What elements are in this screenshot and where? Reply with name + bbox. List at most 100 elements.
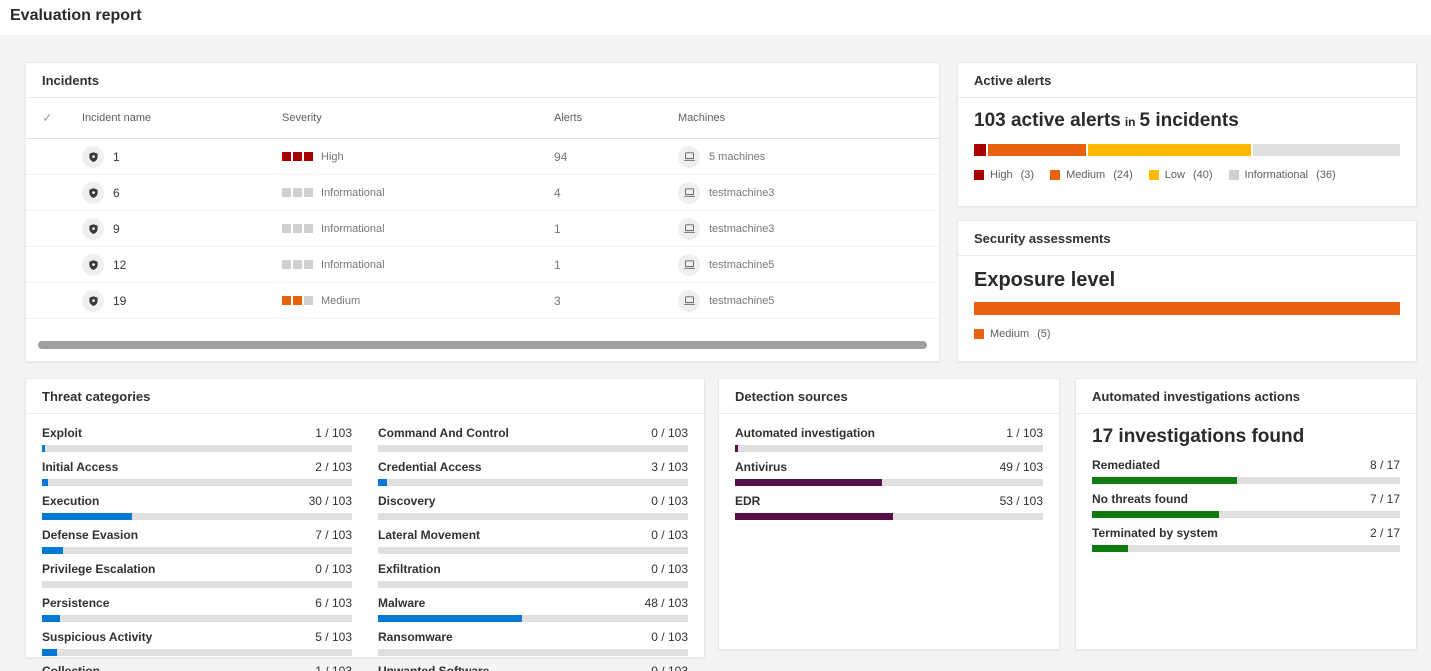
severity-cell: Medium — [282, 295, 554, 307]
stat-command-and-control: Command And Control 0 / 103 — [378, 426, 688, 452]
active-alerts-count: 103 active alerts — [974, 110, 1121, 131]
bar-segment-informational — [1253, 143, 1400, 156]
stat-value: 1 / 103 — [1006, 426, 1043, 440]
stat-label: Command And Control — [378, 426, 509, 440]
machine-link[interactable]: testmachine5 — [678, 253, 923, 276]
column-incident-name[interactable]: Incident name — [82, 112, 152, 124]
stat-value: 8 / 17 — [1369, 458, 1400, 472]
stat-bar — [42, 513, 352, 520]
machine-name: testmachine5 — [709, 294, 775, 307]
incident-name-link[interactable]: 9 — [82, 217, 282, 240]
stat-bar — [42, 445, 352, 452]
severity-label: High — [321, 150, 344, 163]
stat-bar-fill — [42, 513, 133, 520]
incident-name-link[interactable]: 19 — [82, 289, 282, 312]
incident-name-link[interactable]: 6 — [82, 181, 282, 204]
alerts-legend: High (3) Medium (24) Low (40) Informatio… — [974, 169, 1400, 181]
stat-bar — [735, 479, 1043, 486]
legend-item-high: High (3) — [974, 169, 1034, 181]
machine-name: 5 machines — [709, 150, 766, 163]
legend-item-low: Low (40) — [1148, 169, 1213, 181]
column-alerts[interactable]: Alerts — [554, 112, 583, 124]
stat-label: Exfiltration — [378, 562, 441, 576]
stat-label: Privilege Escalation — [42, 562, 156, 576]
incident-row[interactable]: 12 Informational 1 testmachine5 — [26, 247, 939, 283]
incident-row[interactable]: 19 Medium 3 testmachine5 — [26, 283, 939, 319]
stat-credential-access: Credential Access 3 / 103 — [378, 460, 688, 486]
stat-label: Remediated — [1092, 458, 1161, 472]
stat-bar-fill — [42, 547, 64, 554]
stat-malware: Malware 48 / 103 — [378, 596, 688, 622]
legend-item-medium: Medium (24) — [1050, 169, 1133, 181]
threat-categories-left-column: Exploit 1 / 103 Initial Access 2 / 103 Exe… — [42, 426, 352, 671]
bar-segment-medium — [974, 302, 1400, 315]
stat-value: 1 / 103 — [315, 426, 352, 440]
incident-name-link[interactable]: 1 — [82, 145, 282, 168]
stat-suspicious-activity: Suspicious Activity 5 / 103 — [42, 630, 352, 656]
stat-label: Automated investigation — [735, 426, 876, 440]
machine-link[interactable]: testmachine5 — [678, 289, 923, 312]
laptop-icon — [678, 253, 700, 276]
legend-label: Informational — [1244, 168, 1309, 181]
severity-blocks — [282, 224, 313, 233]
horizontal-scrollbar-thumb[interactable] — [38, 341, 927, 349]
legend-swatch-high — [974, 169, 984, 180]
stat-exfiltration: Exfiltration 0 / 103 — [378, 562, 688, 588]
top-bar: Evaluation report — [0, 0, 1431, 35]
column-machines[interactable]: Machines — [678, 112, 726, 124]
incident-name: 12 — [113, 257, 127, 272]
stat-terminated-by-system: Terminated by system 2 / 17 — [1092, 526, 1400, 552]
incident-row[interactable]: 9 Informational 1 testmachine3 — [26, 211, 939, 247]
machine-link[interactable]: testmachine3 — [678, 217, 923, 240]
incidents-count: 5 incidents — [1139, 110, 1239, 131]
stat-bar — [42, 615, 352, 622]
stat-value: 0 / 103 — [651, 494, 688, 508]
incidents-card-title: Incidents — [26, 63, 939, 98]
severity-label: Informational — [321, 186, 385, 199]
stat-value: 3 / 103 — [651, 460, 688, 474]
threat-categories-right-column: Command And Control 0 / 103 Credential Ac… — [378, 426, 688, 671]
legend-label: High — [990, 168, 1013, 181]
stat-bar — [378, 445, 688, 452]
stat-automated-investigation: Automated investigation 1 / 103 — [735, 426, 1043, 452]
stat-bar — [42, 479, 352, 486]
stat-bar — [1092, 511, 1400, 518]
stat-bar-fill — [42, 479, 49, 486]
incident-row[interactable]: 6 Informational 4 testmachine3 — [26, 175, 939, 211]
stat-defense-evasion: Defense Evasion 7 / 103 — [42, 528, 352, 554]
stat-label: Credential Access — [378, 460, 482, 474]
incident-name-link[interactable]: 12 — [82, 253, 282, 276]
machine-link[interactable]: 5 machines — [678, 145, 923, 168]
incident-name: 1 — [113, 149, 120, 164]
select-all-check-icon[interactable]: ✓ — [42, 110, 53, 125]
shield-icon — [82, 289, 104, 312]
stat-bar-fill — [1092, 545, 1129, 552]
stat-lateral-movement: Lateral Movement 0 / 103 — [378, 528, 688, 554]
stat-bar-fill — [42, 649, 58, 656]
active-alerts-headline: 103 active alerts in 5 incidents — [974, 110, 1400, 133]
stat-value: 0 / 103 — [315, 562, 352, 576]
legend-swatch-medium — [1050, 169, 1061, 180]
stat-bar-fill — [735, 513, 894, 520]
headline-connector: in — [1124, 115, 1136, 129]
stat-bar — [735, 513, 1043, 520]
exposure-level-headline: Exposure level — [974, 269, 1116, 291]
legend-label: Medium — [1066, 168, 1106, 181]
incident-name: 19 — [113, 293, 127, 308]
page-title: Evaluation report — [10, 7, 142, 24]
column-severity[interactable]: Severity — [282, 112, 322, 124]
detection-sources-card-title: Detection sources — [719, 379, 1059, 414]
stat-remediated: Remediated 8 / 17 — [1092, 458, 1400, 484]
incident-row[interactable]: 1 High 94 5 machines — [26, 139, 939, 175]
stat-value: 0 / 103 — [651, 562, 688, 576]
threat-categories-card: Threat categories Exploit 1 / 103 Initial… — [25, 378, 705, 671]
exposure-level-bar — [974, 302, 1400, 315]
machine-link[interactable]: testmachine3 — [678, 181, 923, 204]
stat-bar — [42, 581, 352, 588]
stat-label: Ransomware — [378, 630, 453, 644]
security-assessments-card-title: Security assessments — [958, 221, 1416, 256]
laptop-icon — [678, 181, 700, 204]
stat-bar — [1092, 477, 1400, 484]
stat-value: 48 / 103 — [644, 596, 688, 610]
alerts-severity-bar — [974, 143, 1400, 156]
